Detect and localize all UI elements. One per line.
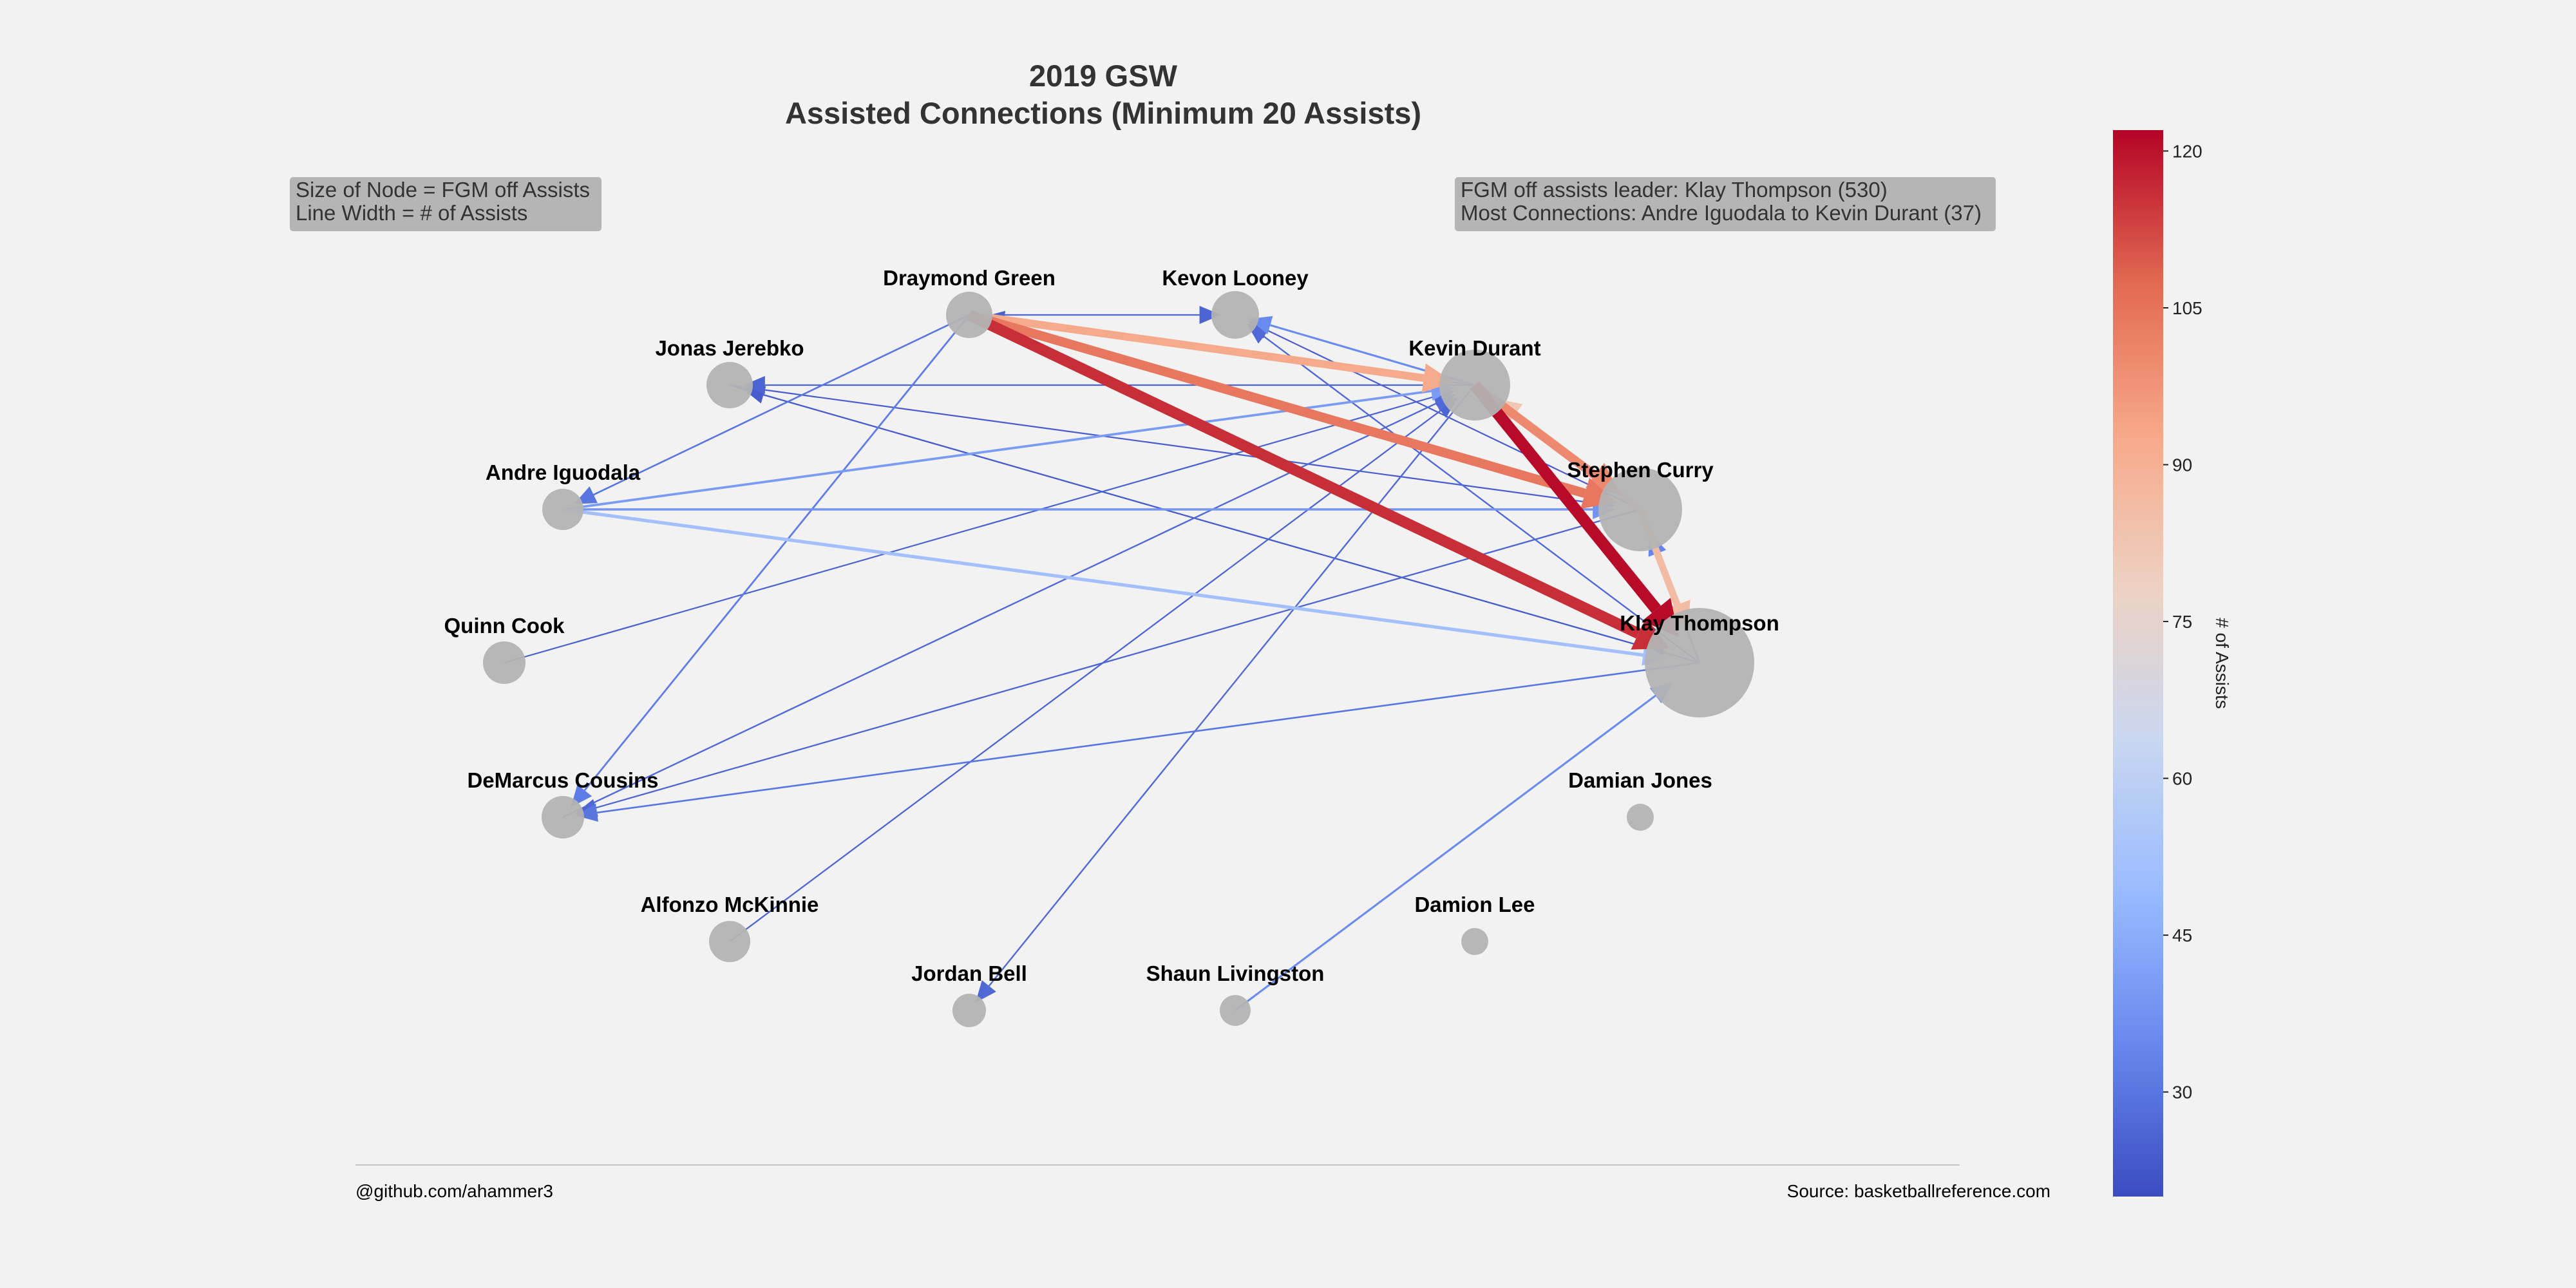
colorbar-tick-label: 75 — [2172, 612, 2192, 632]
colorbar-gradient — [2113, 130, 2163, 1197]
player-label-jb: Jordan Bell — [911, 961, 1027, 985]
colorbar-ticks: 30 45 60 75 90 105 120 — [2163, 141, 2202, 1103]
info-box: FGM off assists leader: Klay Thompson (5… — [1455, 177, 1996, 231]
footer-credit: @github.com/ahammer3 — [355, 1181, 553, 1201]
colorbar-tick-label: 30 — [2172, 1083, 2192, 1103]
assist-edge-dg-sc — [967, 310, 1587, 498]
player-labels: Draymond Green Kevon Looney Kevin Durant St… — [444, 266, 1779, 985]
footer-source: Source: basketballreference.com — [1787, 1181, 2050, 1201]
assist-edge-qc-kd — [504, 396, 1434, 664]
player-label-kd: Kevin Durant — [1408, 336, 1540, 360]
assist-arrowhead — [575, 803, 598, 822]
player-label-sl: Shaun Livingston — [1146, 961, 1325, 985]
colorbar-tick-label: 105 — [2172, 298, 2202, 318]
legend-line-line-width: Line Width = # of Assists — [296, 201, 527, 225]
colorbar: 30 45 60 75 90 105 120 # of Assists — [2113, 130, 2232, 1197]
assist-edge-sl-kt — [1235, 694, 1656, 1012]
player-node-ai — [542, 489, 583, 530]
colorbar-tick-label: 45 — [2172, 925, 2192, 945]
player-label-jj: Jonas Jerebko — [655, 336, 804, 360]
player-node-am — [709, 921, 750, 962]
player-label-kt: Klay Thompson — [1620, 611, 1779, 635]
assist-edge-jj-sc — [729, 384, 1595, 504]
assist-arrowhead — [743, 375, 765, 395]
player-node-dg — [946, 292, 992, 338]
player-node-dc — [542, 796, 584, 838]
player-label-ai: Andre Iguodala — [486, 460, 641, 484]
chart-title-line1: 2019 GSW — [1029, 59, 1178, 93]
assist-edge-am-kd — [729, 410, 1441, 942]
assist-edge-kt-kl — [1263, 336, 1700, 663]
player-label-am: Alfonzo McKinnie — [641, 893, 819, 916]
assist-edge-sc-kl — [1267, 329, 1641, 510]
player-label-sc: Stephen Curry — [1567, 458, 1714, 482]
player-node-kt — [1645, 608, 1754, 717]
assist-edge-dg-kd — [969, 311, 1425, 382]
assist-arrowhead — [975, 980, 996, 1003]
player-label-qc: Quinn Cook — [444, 614, 565, 638]
player-label-kl: Kevon Looney — [1162, 266, 1309, 290]
player-node-jb — [952, 994, 986, 1027]
assist-edge-dg-kt — [967, 310, 1641, 639]
legend-box: Size of Node = FGM off Assists Line Widt… — [290, 177, 601, 231]
player-node-dl — [1461, 928, 1488, 955]
chart-title-line2: Assisted Connections (Minimum 20 Assists… — [785, 96, 1421, 130]
player-label-dj: Damian Jones — [1568, 768, 1712, 792]
assist-edge-kt-dc — [596, 661, 1700, 814]
assist-edge-kd-jb — [988, 384, 1475, 987]
assist-edge-kt-jj — [763, 393, 1700, 664]
colorbar-tick-label: 60 — [2172, 769, 2192, 789]
player-node-sl — [1220, 995, 1251, 1026]
assist-edge-dg-ai — [593, 314, 970, 496]
assist-edge-kd-kt — [1470, 381, 1662, 613]
player-label-dl: Damion Lee — [1414, 893, 1535, 916]
player-node-kl — [1211, 291, 1259, 339]
player-label-dg: Draymond Green — [883, 266, 1056, 290]
player-node-kd — [1439, 350, 1510, 421]
assist-edge-dg-dc — [583, 314, 971, 791]
assist-arrowhead — [1421, 363, 1454, 393]
assist-edge-sc-dc — [595, 508, 1641, 809]
player-label-dc: DeMarcus Cousins — [467, 768, 658, 792]
colorbar-tick-label: 90 — [2172, 455, 2192, 475]
player-node-dj — [1627, 804, 1654, 831]
info-line-fgm-leader: FGM off assists leader: Klay Thompson (5… — [1461, 178, 1888, 202]
assist-edge-ai-kt — [562, 507, 1643, 657]
player-node-qc — [483, 641, 526, 684]
player-node-sc — [1598, 468, 1682, 551]
colorbar-tick-label: 120 — [2172, 141, 2202, 161]
legend-line-node-size: Size of Node = FGM off Assists — [296, 178, 590, 202]
info-line-most-connections: Most Connections: Andre Iguodala to Kevi… — [1461, 201, 1982, 225]
colorbar-label: # of Assists — [2212, 618, 2232, 709]
player-nodes — [483, 291, 1754, 1027]
player-node-jj — [706, 362, 753, 408]
assist-arrowhead — [1199, 305, 1221, 325]
